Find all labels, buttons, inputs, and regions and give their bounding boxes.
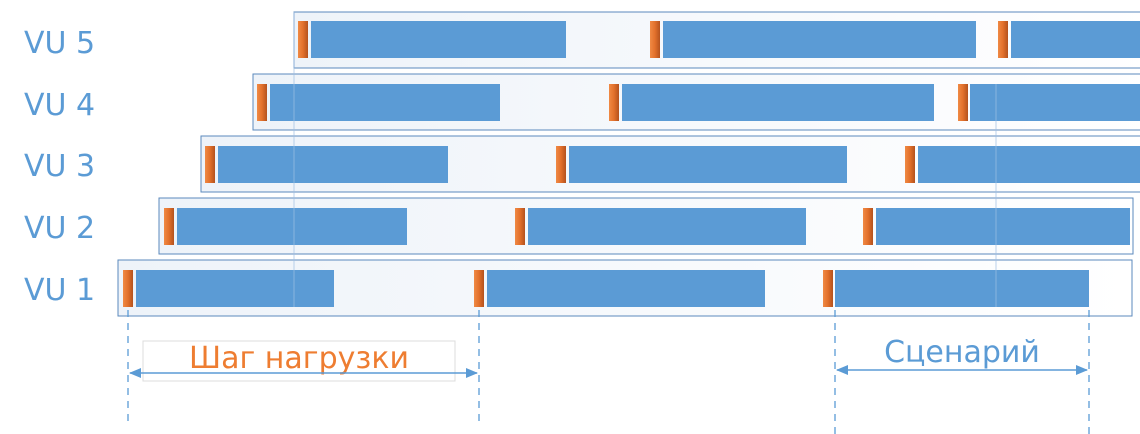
row-label-vu1: VU 1 bbox=[24, 273, 95, 308]
start-marker bbox=[863, 208, 873, 245]
start-marker bbox=[123, 270, 133, 307]
scenario-bar bbox=[136, 270, 334, 307]
start-marker bbox=[515, 208, 525, 245]
row-vu4 bbox=[252, 73, 1140, 131]
scenario-bar bbox=[918, 146, 1140, 183]
start-marker bbox=[650, 21, 660, 58]
start-marker bbox=[958, 84, 968, 121]
guide-lines bbox=[293, 12, 997, 307]
scenario-bar bbox=[622, 84, 934, 121]
scenario-bar bbox=[311, 21, 566, 58]
scenario-bar bbox=[970, 84, 1140, 121]
step-label: Шаг нагрузки bbox=[189, 341, 409, 376]
scenario-bar bbox=[218, 146, 448, 183]
scenario-bar bbox=[835, 270, 1089, 307]
start-marker bbox=[474, 270, 484, 307]
scenario-label: Сценарий bbox=[884, 335, 1040, 370]
scenario-bar bbox=[876, 208, 1130, 245]
scenario-bar bbox=[528, 208, 806, 245]
row-label-vu4: VU 4 bbox=[24, 88, 95, 123]
scenario-bar bbox=[270, 84, 500, 121]
dimension-guides bbox=[127, 310, 1090, 434]
scenario-bar bbox=[487, 270, 765, 307]
start-marker bbox=[556, 146, 566, 183]
row-vu5 bbox=[293, 11, 1140, 69]
row-vu2 bbox=[158, 197, 1134, 255]
start-marker bbox=[998, 21, 1008, 58]
scenario-bar bbox=[569, 146, 847, 183]
start-marker bbox=[257, 84, 267, 121]
start-marker bbox=[823, 270, 833, 307]
start-marker bbox=[298, 21, 308, 58]
start-marker bbox=[205, 146, 215, 183]
scenario-bar bbox=[177, 208, 407, 245]
row-vu3 bbox=[200, 135, 1140, 193]
row-label-vu2: VU 2 bbox=[24, 211, 95, 246]
start-marker bbox=[164, 208, 174, 245]
row-vu1 bbox=[117, 259, 1133, 317]
start-marker bbox=[905, 146, 915, 183]
row-label-vu5: VU 5 bbox=[24, 26, 95, 61]
scenario-bar bbox=[1011, 21, 1140, 58]
start-marker bbox=[609, 84, 619, 121]
row-label-vu3: VU 3 bbox=[24, 149, 95, 184]
scenario-bar bbox=[663, 21, 976, 58]
